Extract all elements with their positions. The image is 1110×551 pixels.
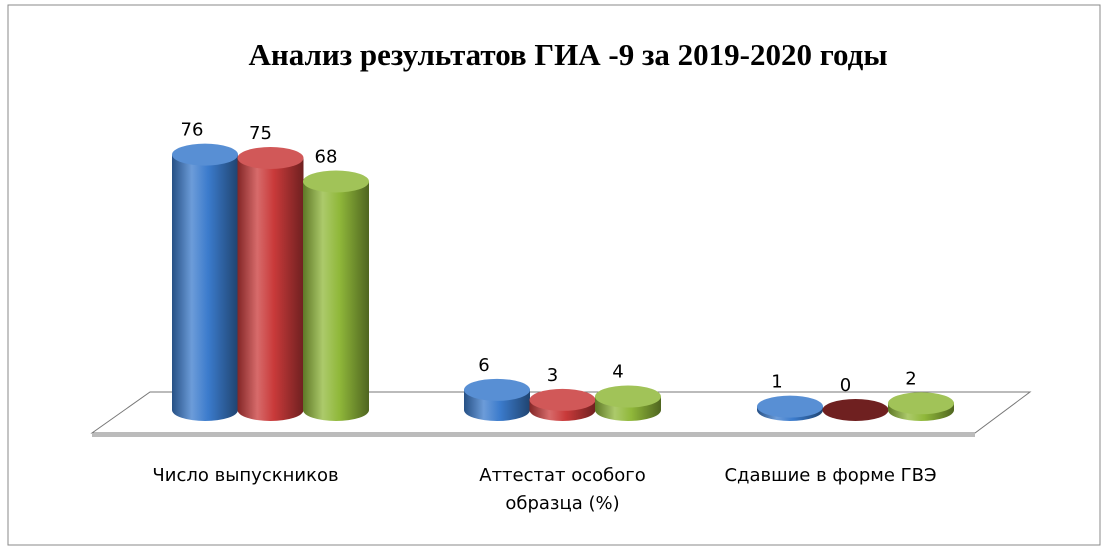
value-label: 0 — [840, 375, 851, 396]
cylinder — [172, 143, 238, 421]
cylinder — [757, 395, 823, 421]
cylinder-top — [529, 388, 596, 411]
cylinder — [595, 385, 661, 421]
x-tick-label: Число выпускников — [152, 465, 339, 486]
value-label: 75 — [249, 123, 272, 144]
cylinder-top — [303, 170, 369, 193]
cylinder-flat — [822, 399, 889, 421]
cylinder — [888, 392, 954, 421]
value-label: 3 — [547, 365, 558, 386]
cylinder-top — [464, 378, 530, 401]
cylinder — [822, 399, 889, 421]
cylinder-top — [888, 392, 954, 415]
x-tick-label: Сдавшие в форме ГВЭ — [724, 465, 937, 486]
cylinder-top — [595, 385, 661, 408]
cylinder — [464, 378, 530, 421]
cylinder-body — [237, 158, 304, 410]
cylinder — [303, 170, 369, 421]
cylinder-body — [172, 154, 238, 410]
cylinder-top — [172, 143, 238, 166]
cylinder-top — [757, 395, 823, 418]
x-tick-label: Аттестат особого образца (%) — [479, 465, 646, 514]
value-label: 68 — [315, 147, 338, 168]
chart-title: Анализ результатов ГИА -9 за 2019-2020 г… — [248, 37, 887, 72]
cylinder — [237, 147, 304, 421]
floor-edge — [92, 433, 975, 437]
value-label: 6 — [478, 355, 489, 376]
value-label: 4 — [612, 362, 623, 383]
cylinder — [529, 388, 596, 421]
cylinder-body — [303, 181, 369, 410]
value-label: 76 — [181, 120, 204, 141]
value-label: 1 — [771, 372, 782, 393]
cylinder-top — [237, 147, 304, 169]
value-label: 2 — [905, 368, 916, 389]
